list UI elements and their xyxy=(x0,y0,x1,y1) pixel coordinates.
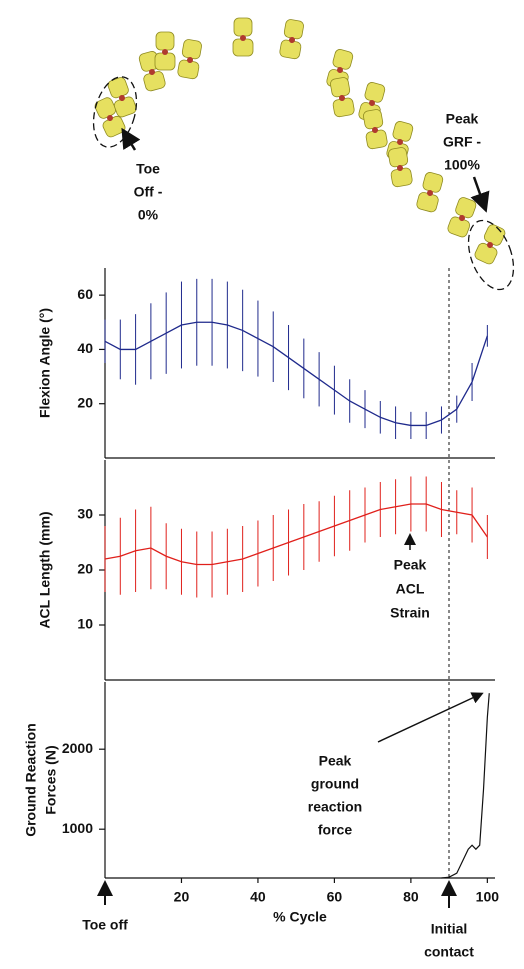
initial-contact-label: Initial xyxy=(431,921,468,937)
mean-line xyxy=(104,321,488,427)
mean-line xyxy=(104,503,488,566)
y-tick-label: 40 xyxy=(77,340,93,356)
y-axis-label: Forces (N) xyxy=(43,745,59,814)
annotation: ACL xyxy=(396,581,425,597)
toe-off-label: 0% xyxy=(138,207,159,223)
data-line xyxy=(441,693,490,879)
annotation: ground xyxy=(311,776,359,792)
toe-off-label: Toe xyxy=(136,161,160,177)
y-tick-label: 20 xyxy=(77,561,93,577)
peak-grf-label: 100% xyxy=(444,157,480,173)
annotation: reaction xyxy=(308,799,362,815)
annotation: Strain xyxy=(390,605,430,621)
annotation: force xyxy=(318,822,352,838)
arrow xyxy=(470,176,490,213)
y-axis-label: Flexion Angle (°) xyxy=(37,308,53,418)
knee-images xyxy=(91,17,515,291)
y-tick-label: 20 xyxy=(77,394,93,410)
x-tick-label: 100 xyxy=(476,889,500,905)
y-axis-label: Ground Reaction xyxy=(23,723,39,837)
initial-contact-label: contact xyxy=(424,944,474,960)
toe-off-bottom: Toe off xyxy=(82,917,128,933)
x-tick-label: 40 xyxy=(250,889,266,905)
y-tick-label: 60 xyxy=(77,286,93,302)
x-tick-label: 60 xyxy=(327,889,343,905)
annotation: Peak xyxy=(394,557,427,573)
x-tick-label: 20 xyxy=(174,889,190,905)
y-axis-label: ACL Length (mm) xyxy=(37,511,53,628)
annotation: Peak xyxy=(319,753,352,769)
arrow xyxy=(377,692,484,743)
x-tick-label: 80 xyxy=(403,889,419,905)
y-tick-label: 10 xyxy=(77,616,93,632)
y-tick-label: 1000 xyxy=(62,820,93,836)
toe-off-label: Off - xyxy=(134,184,163,200)
peak-grf-label: GRF - xyxy=(443,134,481,150)
y-tick-label: 2000 xyxy=(62,740,93,756)
x-axis-label: % Cycle xyxy=(273,909,327,925)
arrow xyxy=(121,127,141,151)
y-tick-label: 30 xyxy=(77,506,93,522)
peak-grf-label: Peak xyxy=(446,111,479,127)
